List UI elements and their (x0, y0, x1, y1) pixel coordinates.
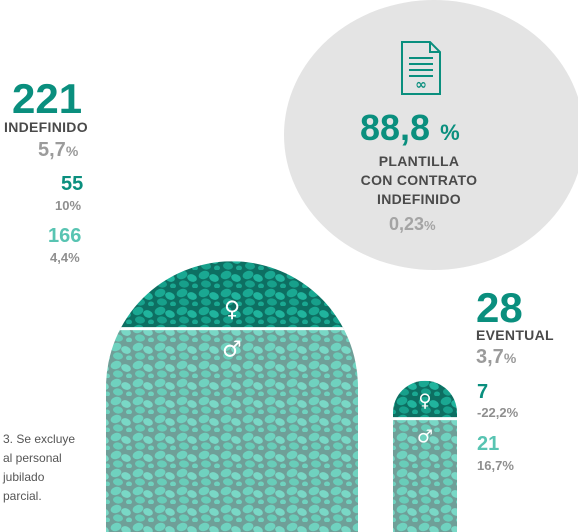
eventual-variation-unit: % (503, 350, 517, 366)
footnote-line: 3. Se excluye (3, 432, 76, 446)
footnote-line: al personal (3, 451, 62, 465)
svg-text:∞: ∞ (415, 77, 427, 93)
indefinido-women-variation-value: 10 (55, 198, 70, 213)
indefinido-label: INDEFINIDO (4, 119, 88, 135)
indefinido-men-variation: 4,4% (50, 250, 80, 265)
eventual-women-variation-value: -22,2 (477, 405, 507, 420)
summary-label: PLANTILLA CON CONTRATO INDEFINIDO (344, 152, 494, 209)
indefinido-men-segment (106, 328, 358, 532)
indefinido-total: 221 (12, 75, 83, 122)
indefinido-variation: 5,7% (38, 139, 78, 162)
summary-variation-unit: % (424, 218, 436, 233)
summary-label-line2: CON CONTRATO (360, 172, 478, 188)
footnote: 3. Se excluye al personal jubilado parci… (3, 430, 75, 506)
indefinido-variation-unit: % (65, 143, 79, 159)
eventual-women-variation-unit: % (506, 405, 519, 420)
indefinido-men-variation-value: 4,4 (50, 250, 69, 265)
indefinido-male-symbol: ♂ (222, 338, 242, 363)
footnote-line: jubilado (3, 470, 45, 484)
eventual-total: 28 (476, 284, 523, 331)
eventual-female-symbol: ♀ (418, 391, 431, 412)
eventual-men-segment (393, 418, 457, 532)
indefinido-women-variation-unit: % (69, 198, 82, 213)
eventual-men: 21 (477, 433, 500, 455)
summary-variation-value: 0,23 (389, 214, 425, 234)
eventual-men-variation-unit: % (502, 458, 514, 473)
indefinido-bar (106, 261, 358, 532)
indefinido-female-symbol: ♀ (224, 298, 240, 323)
eventual-variation-value: 3,7 (476, 346, 504, 368)
indefinido-men-variation-unit: % (68, 250, 80, 265)
summary-percentage: 88,8 % (360, 107, 460, 149)
eventual-men-variation-value: 16,7 (477, 458, 503, 473)
indefinido-women-variation: 10% (55, 198, 81, 213)
footnote-line: parcial. (3, 489, 42, 503)
eventual-women: 7 (477, 381, 489, 403)
indefinido-variation-value: 5,7 (38, 139, 66, 161)
eventual-label: EVENTUAL (476, 327, 554, 343)
eventual-women-variation: -22,2% (477, 405, 518, 420)
summary-label-line1: PLANTILLA (378, 153, 460, 169)
eventual-men-variation: 16,7% (477, 458, 514, 473)
summary-variation: 0,23% (389, 214, 436, 235)
summary-percentage-unit: % (440, 120, 460, 145)
eventual-male-symbol: ♂ (417, 427, 433, 448)
indefinido-men: 166 (48, 225, 82, 247)
eventual-variation: 3,7% (476, 346, 516, 369)
indefinido-women: 55 (61, 173, 84, 195)
summary-percentage-value: 88,8 (360, 107, 431, 148)
contract-document-icon: ∞ (401, 41, 441, 95)
summary-label-line3: INDEFINIDO (377, 191, 461, 207)
